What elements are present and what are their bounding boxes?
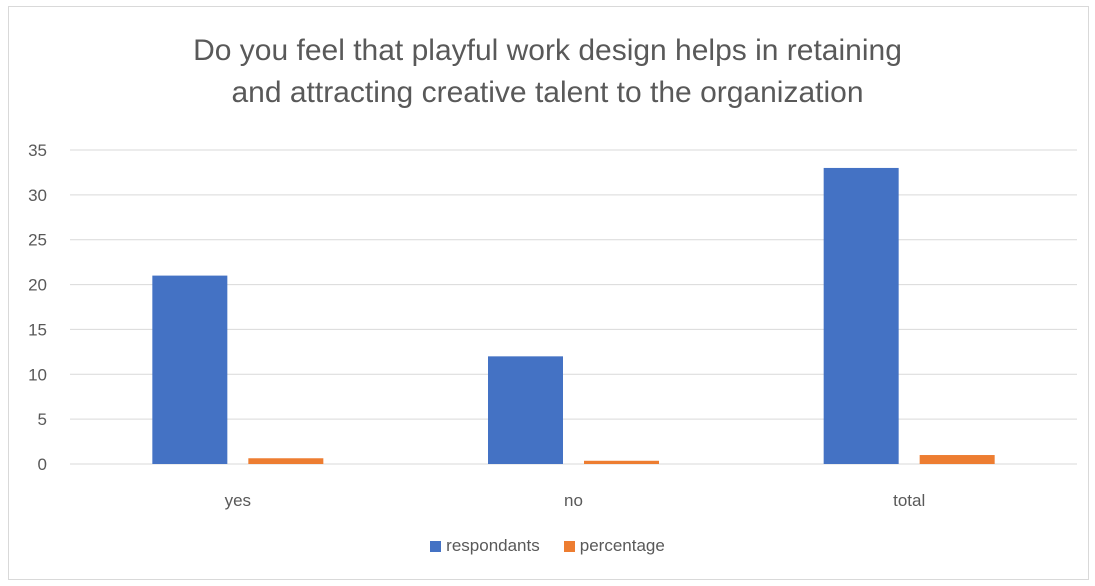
legend-swatch-percentage [563, 540, 575, 552]
bar-respondants-total [823, 167, 899, 464]
y-tick-label-30: 30 [28, 186, 47, 205]
gridlines [70, 149, 1077, 465]
x-tick-label-total: total [893, 491, 925, 510]
legend-swatch-respondants [430, 540, 442, 552]
bar-respondants-yes [152, 275, 228, 464]
bars [152, 167, 995, 464]
bar-percentage-total [919, 455, 995, 464]
bar-respondants-no [488, 356, 563, 464]
y-tick-label-35: 35 [28, 141, 47, 160]
y-axis-tick-labels: 0 5 10 15 20 25 30 35 [28, 141, 47, 474]
y-tick-label-0: 0 [38, 455, 47, 474]
chart-title: Do you feel that playful work design hel… [0, 30, 1095, 114]
legend: respondants percentage [0, 536, 1095, 556]
legend-label-percentage: percentage [579, 536, 665, 555]
bar-percentage-no [584, 460, 659, 464]
x-tick-label-no: no [564, 491, 583, 510]
legend-item-respondants: respondants [430, 536, 540, 556]
chart-title-line-2: and attracting creative talent to the or… [231, 76, 864, 109]
x-tick-label-yes: yes [225, 491, 251, 510]
chart-title-line-1: Do you feel that playful work design hel… [193, 34, 902, 67]
x-axis-tick-labels: yes no total [225, 491, 926, 510]
y-tick-label-5: 5 [38, 410, 47, 429]
y-tick-label-15: 15 [28, 320, 47, 339]
y-tick-label-20: 20 [28, 276, 47, 295]
y-tick-label-25: 25 [28, 231, 47, 250]
bar-percentage-yes [248, 458, 324, 464]
y-tick-label-10: 10 [28, 365, 47, 384]
legend-item-percentage: percentage [563, 536, 665, 556]
legend-label-respondants: respondants [446, 536, 540, 555]
